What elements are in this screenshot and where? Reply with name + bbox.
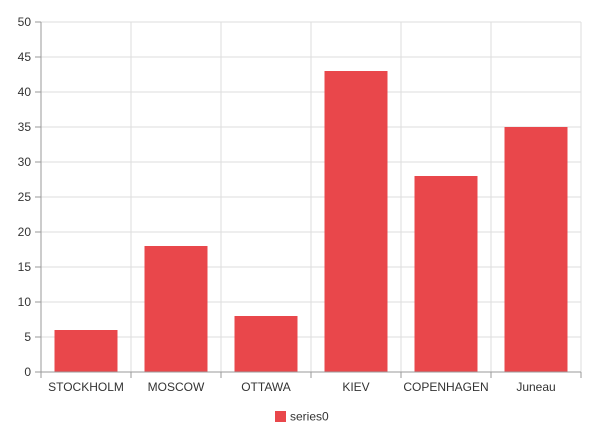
y-tick-label: 35 [18, 120, 32, 134]
legend-item-series0[interactable]: series0 [275, 410, 329, 424]
x-tick-label: MOSCOW [148, 380, 205, 394]
bar-juneau[interactable] [504, 127, 568, 372]
bar-kiev[interactable] [324, 71, 388, 372]
y-tick-label: 5 [24, 330, 31, 344]
legend-swatch [275, 411, 286, 422]
legend-label: series0 [290, 410, 329, 424]
legend: series0 [275, 410, 329, 424]
y-tick-label: 0 [24, 365, 31, 379]
bar-stockholm[interactable] [54, 330, 118, 372]
bar-copenhagen[interactable] [414, 176, 478, 372]
bars [54, 71, 568, 372]
bar-moscow[interactable] [144, 246, 208, 372]
axes: 0 5 10 15 20 25 30 35 40 45 50 STOCKHOLM MOSCOW OTTAW… [18, 15, 582, 394]
grid-lines [41, 21, 582, 372]
x-tick-label: COPENHAGEN [403, 380, 488, 394]
y-tick-label: 15 [18, 260, 32, 274]
y-tick-label: 30 [18, 155, 32, 169]
x-tick-label: KIEV [342, 380, 369, 394]
y-tick-label: 45 [18, 50, 32, 64]
y-tick-label: 20 [18, 225, 32, 239]
y-tick-label: 25 [18, 190, 32, 204]
bar-ottawa[interactable] [234, 316, 298, 372]
y-tick-label: 40 [18, 85, 32, 99]
x-tick-label: Juneau [516, 380, 555, 394]
y-tick-label: 50 [18, 15, 32, 29]
x-tick-label: OTTAWA [241, 380, 291, 394]
x-tick-label: STOCKHOLM [48, 380, 124, 394]
y-tick-label: 10 [18, 295, 32, 309]
